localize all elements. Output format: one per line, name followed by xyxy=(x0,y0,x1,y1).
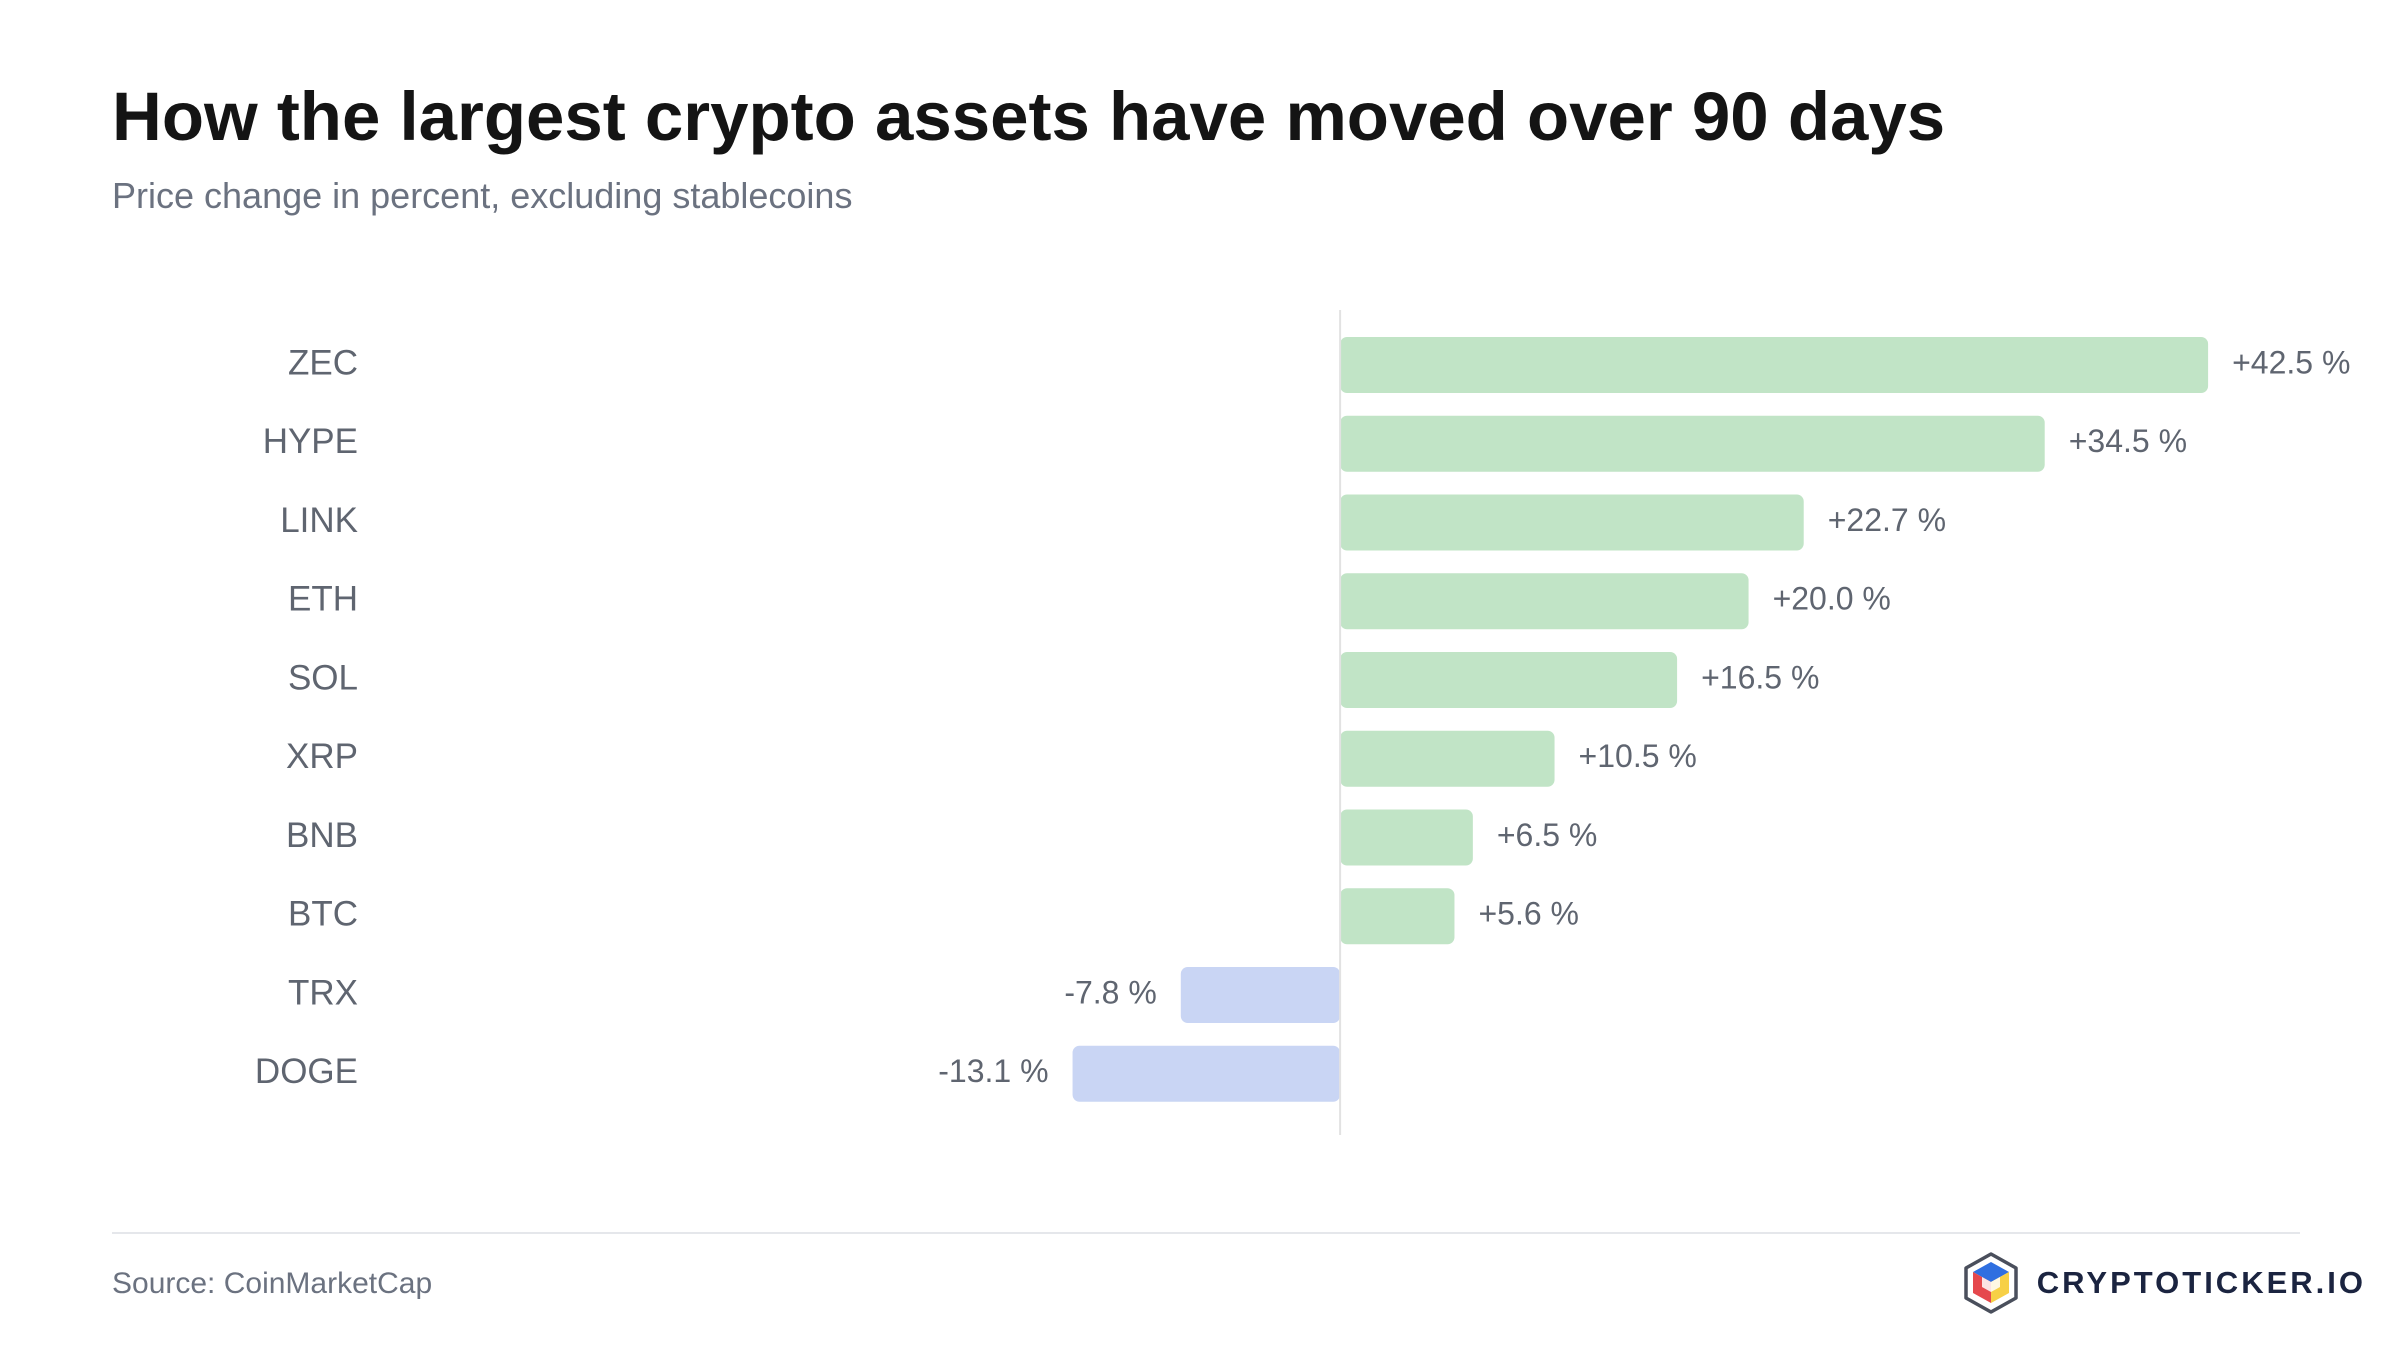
bar xyxy=(1340,730,1555,787)
value-label: +5.6 % xyxy=(1478,896,1579,932)
bar xyxy=(1340,337,2209,393)
cube-logo-icon xyxy=(1964,1252,2018,1314)
bar-chart: ZEC +42.5 % HYPE +34.5 % LINK +22.7 % ETH +20.0… xyxy=(255,310,2350,1135)
bar xyxy=(1340,494,1804,551)
category-label: HYPE xyxy=(263,422,358,461)
value-label: +6.5 % xyxy=(1497,817,1598,853)
chart-subtitle: Price change in percent, excluding stabl… xyxy=(112,175,853,216)
bar xyxy=(1340,652,1678,708)
footer-divider xyxy=(112,1232,2300,1234)
category-label: TRX xyxy=(288,973,358,1012)
brand-name: CRYPTOTICKER.IO xyxy=(2036,1265,2366,1300)
value-label: -7.8 % xyxy=(1064,974,1156,1010)
value-label: +10.5 % xyxy=(1579,738,1697,774)
category-label: LINK xyxy=(280,501,358,540)
bar xyxy=(1072,1045,1341,1102)
category-label: DOGE xyxy=(255,1052,358,1091)
brand: CRYPTOTICKER.IO xyxy=(1959,1250,2366,1316)
category-label: ETH xyxy=(288,580,358,619)
bar xyxy=(1180,967,1341,1023)
bar xyxy=(1340,573,1749,630)
bar xyxy=(1340,415,2045,472)
chart-title: How the largest crypto assets have moved… xyxy=(112,78,1946,155)
category-label: BNB xyxy=(286,816,358,855)
value-label: +16.5 % xyxy=(1701,659,1819,695)
category-label: SOL xyxy=(288,658,358,697)
category-label: ZEC xyxy=(288,343,358,382)
value-label: +22.7 % xyxy=(1828,502,1946,538)
bar xyxy=(1340,888,1455,945)
value-label: +42.5 % xyxy=(2232,344,2350,380)
value-label: -13.1 % xyxy=(938,1053,1048,1089)
value-label: +34.5 % xyxy=(2069,423,2187,459)
bar xyxy=(1340,809,1473,866)
value-label: +20.0 % xyxy=(1773,581,1891,617)
category-label: BTC xyxy=(288,895,358,934)
category-label: XRP xyxy=(286,737,358,776)
source-note: Source: CoinMarketCap xyxy=(112,1267,433,1300)
